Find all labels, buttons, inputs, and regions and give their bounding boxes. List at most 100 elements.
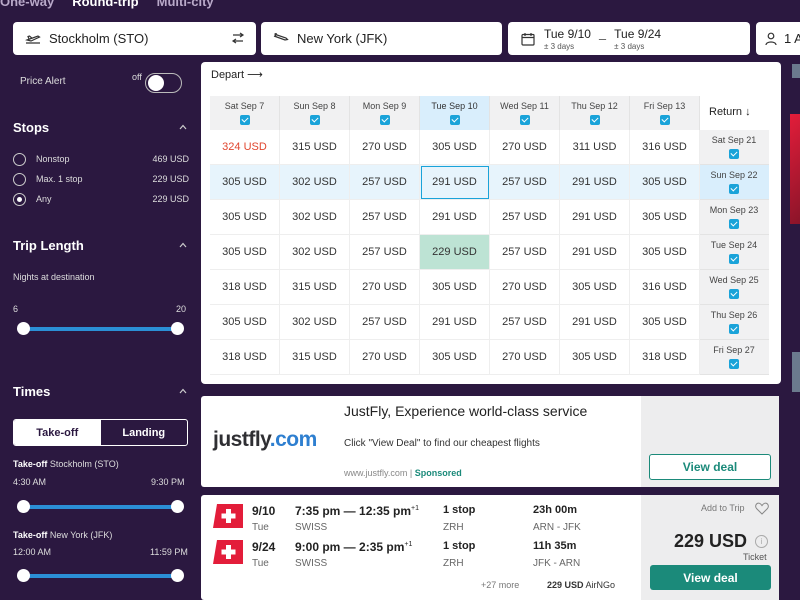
slider-thumb-min[interactable] bbox=[17, 500, 30, 513]
price-cell[interactable]: 305 USD bbox=[630, 200, 700, 235]
price-cell[interactable]: 315 USD bbox=[280, 130, 350, 165]
travelers-field[interactable]: 1 A bbox=[756, 22, 800, 55]
radio-button[interactable] bbox=[13, 152, 26, 166]
price-cell[interactable]: 229 USD bbox=[420, 235, 490, 270]
price-cell[interactable]: 316 USD bbox=[630, 270, 700, 305]
destination-field[interactable]: New York (JFK) bbox=[261, 22, 502, 55]
price-cell[interactable]: 302 USD bbox=[280, 305, 350, 340]
slider-thumb-max[interactable] bbox=[171, 322, 184, 335]
tab-one-way[interactable]: One-way bbox=[0, 0, 55, 9]
checkbox-checked[interactable] bbox=[729, 149, 739, 159]
price-cell[interactable]: 305 USD bbox=[420, 130, 490, 165]
depart-date-header[interactable]: Sat Sep 7 bbox=[210, 96, 280, 130]
checkbox-checked[interactable] bbox=[729, 219, 739, 229]
chevron-up-icon[interactable] bbox=[179, 241, 187, 249]
price-cell[interactable]: 270 USD bbox=[490, 130, 560, 165]
price-cell[interactable]: 257 USD bbox=[350, 200, 420, 235]
depart-date-header[interactable]: Mon Sep 9 bbox=[350, 96, 420, 130]
price-cell[interactable]: 270 USD bbox=[350, 340, 420, 375]
nights-slider[interactable] bbox=[17, 322, 184, 335]
more-providers-link[interactable]: +27 more bbox=[481, 580, 520, 590]
depart-date-header[interactable]: Thu Sep 12 bbox=[560, 96, 630, 130]
price-cell[interactable]: 302 USD bbox=[280, 165, 350, 200]
return-date-header[interactable]: Fri Sep 27 bbox=[699, 340, 769, 375]
takeoff-1-slider[interactable] bbox=[17, 500, 184, 513]
dates-field[interactable]: Tue 9/10 ± 3 days – Tue 9/24 ± 3 days bbox=[508, 22, 750, 55]
price-cell[interactable]: 291 USD bbox=[420, 305, 490, 340]
price-cell[interactable]: 291 USD bbox=[560, 235, 630, 270]
return-date-header[interactable]: Tue Sep 24 bbox=[699, 235, 769, 270]
price-cell[interactable]: 257 USD bbox=[490, 200, 560, 235]
price-cell[interactable]: 315 USD bbox=[280, 340, 350, 375]
price-cell[interactable]: 270 USD bbox=[490, 270, 560, 305]
price-cell[interactable]: 302 USD bbox=[280, 235, 350, 270]
flight-result-card[interactable]: 9/10 Tue 7:35 pm — 12:35 pm+1 SWISS 1 st… bbox=[201, 495, 779, 600]
chevron-up-icon[interactable] bbox=[179, 123, 187, 131]
price-cell[interactable]: 305 USD bbox=[210, 305, 280, 340]
price-cell[interactable]: 270 USD bbox=[350, 130, 420, 165]
return-date-header[interactable]: Mon Sep 23 bbox=[699, 200, 769, 235]
tab-multi-city[interactable]: Multi-city bbox=[156, 0, 214, 9]
price-cell[interactable]: 305 USD bbox=[210, 165, 280, 200]
swap-icon[interactable] bbox=[230, 30, 246, 46]
checkbox-checked[interactable] bbox=[309, 115, 320, 125]
takeoff-tab[interactable]: Take-off bbox=[14, 420, 101, 445]
radio-button[interactable] bbox=[13, 172, 26, 186]
return-date-header[interactable]: Sun Sep 22 bbox=[699, 165, 769, 200]
return-date[interactable]: Tue 9/24 ± 3 days bbox=[614, 26, 662, 51]
price-cell[interactable]: 291 USD bbox=[420, 165, 490, 200]
checkbox-checked[interactable] bbox=[449, 115, 460, 125]
price-cell[interactable]: 305 USD bbox=[210, 200, 280, 235]
price-cell[interactable]: 305 USD bbox=[630, 235, 700, 270]
price-cell[interactable]: 257 USD bbox=[350, 165, 420, 200]
price-cell[interactable]: 305 USD bbox=[630, 165, 700, 200]
info-icon[interactable]: i bbox=[755, 535, 768, 548]
price-cell[interactable]: 291 USD bbox=[560, 305, 630, 340]
return-date-header[interactable]: Wed Sep 25 bbox=[699, 270, 769, 305]
depart-date-header[interactable]: Fri Sep 13 bbox=[630, 96, 700, 130]
checkbox-checked[interactable] bbox=[589, 115, 600, 125]
price-cell[interactable]: 257 USD bbox=[350, 305, 420, 340]
price-cell[interactable]: 270 USD bbox=[490, 340, 560, 375]
price-cell[interactable]: 305 USD bbox=[560, 340, 630, 375]
return-date-header[interactable]: Sat Sep 21 bbox=[699, 130, 769, 165]
price-cell[interactable]: 257 USD bbox=[490, 165, 560, 200]
price-cell[interactable]: 316 USD bbox=[630, 130, 700, 165]
price-cell[interactable]: 315 USD bbox=[280, 270, 350, 305]
price-cell[interactable]: 305 USD bbox=[420, 340, 490, 375]
slider-thumb-min[interactable] bbox=[17, 322, 30, 335]
radio-button-checked[interactable] bbox=[13, 192, 26, 206]
checkbox-checked[interactable] bbox=[239, 115, 250, 125]
depart-date-header[interactable]: Tue Sep 10 bbox=[420, 96, 490, 130]
landing-tab[interactable]: Landing bbox=[122, 426, 166, 439]
heart-icon[interactable] bbox=[755, 502, 769, 515]
price-cell[interactable]: 318 USD bbox=[210, 340, 280, 375]
price-cell[interactable]: 270 USD bbox=[350, 270, 420, 305]
price-cell[interactable]: 318 USD bbox=[630, 340, 700, 375]
depart-date-header[interactable]: Sun Sep 8 bbox=[280, 96, 350, 130]
sponsored-ad-card[interactable]: justfly.com JustFly, Experience world-cl… bbox=[201, 396, 779, 487]
price-cell[interactable]: 305 USD bbox=[210, 235, 280, 270]
price-cell[interactable]: 305 USD bbox=[630, 305, 700, 340]
checkbox-checked[interactable] bbox=[729, 359, 739, 369]
stop-option-any[interactable]: Any 229 USD bbox=[13, 191, 189, 207]
stop-option-nonstop[interactable]: Nonstop 469 USD bbox=[13, 151, 189, 167]
price-cell[interactable]: 311 USD bbox=[560, 130, 630, 165]
stop-option-max-1[interactable]: Max. 1 stop 229 USD bbox=[13, 171, 189, 187]
depart-date-header[interactable]: Wed Sep 11 bbox=[490, 96, 560, 130]
checkbox-checked[interactable] bbox=[729, 289, 739, 299]
origin-field[interactable]: Stockholm (STO) bbox=[13, 22, 256, 55]
checkbox-checked[interactable] bbox=[519, 115, 530, 125]
price-cell[interactable]: 257 USD bbox=[490, 235, 560, 270]
price-cell[interactable]: 318 USD bbox=[210, 270, 280, 305]
slider-thumb-max[interactable] bbox=[171, 569, 184, 582]
price-cell[interactable]: 324 USD bbox=[210, 130, 280, 165]
slider-thumb-max[interactable] bbox=[171, 500, 184, 513]
price-cell[interactable]: 291 USD bbox=[560, 200, 630, 235]
price-cell[interactable]: 257 USD bbox=[490, 305, 560, 340]
view-deal-button[interactable]: View deal bbox=[649, 454, 771, 480]
checkbox-checked[interactable] bbox=[659, 115, 670, 125]
checkbox-checked[interactable] bbox=[729, 184, 739, 194]
checkbox-checked[interactable] bbox=[729, 324, 739, 334]
tab-round-trip[interactable]: Round-trip bbox=[72, 0, 139, 9]
